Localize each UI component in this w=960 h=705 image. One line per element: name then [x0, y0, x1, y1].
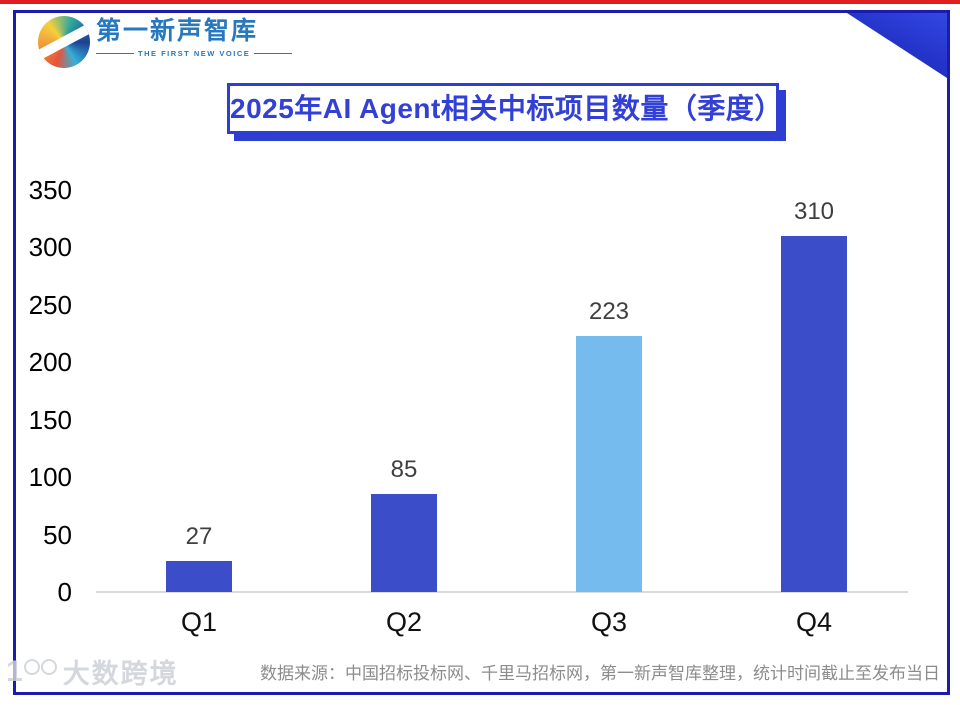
chart-title-box: 2025年AI Agent相关中标项目数量（季度） — [227, 83, 783, 134]
y-axis-tick-label: 300 — [28, 232, 72, 263]
brand-globe-icon — [38, 16, 90, 68]
y-axis-tick-label: 200 — [28, 347, 72, 378]
x-axis-category-label: Q2 — [385, 607, 423, 637]
x-axis-category-label: Q1 — [180, 607, 218, 637]
y-axis-tick-label: 100 — [28, 462, 72, 493]
tagline-dash-right — [254, 53, 293, 54]
y-axis-tick-label: 150 — [28, 404, 72, 435]
bar-value-label: 85 — [390, 456, 418, 483]
x-axis-category-label: Q4 — [795, 607, 833, 637]
watermark: 1 大数跨境 — [6, 652, 179, 691]
watermark-text: 大数跨境 — [62, 659, 179, 689]
y-axis-tick-label: 0 — [57, 577, 72, 607]
bar-q1 — [166, 561, 232, 592]
x-axis-category-label: Q3 — [590, 607, 628, 637]
watermark-logo-icon: 1 — [6, 654, 23, 688]
bar-q4 — [781, 236, 847, 592]
brand-logo: 第一新声智库 THE FIRST NEW VOICE — [38, 16, 293, 68]
brand-tagline: THE FIRST NEW VOICE — [96, 49, 293, 58]
bar-q3 — [576, 336, 642, 592]
brand-tagline-text: THE FIRST NEW VOICE — [138, 49, 251, 58]
x-axis-line — [96, 591, 908, 593]
bar-value-label: 27 — [185, 523, 213, 550]
brand-name: 第一新声智库 — [96, 17, 259, 45]
watermark-ring-icon — [40, 658, 57, 675]
watermark-ring-icon — [23, 658, 40, 675]
y-axis-tick-label: 250 — [28, 289, 72, 320]
bar-value-label: 223 — [588, 298, 630, 325]
bar-q2 — [371, 494, 437, 592]
chart-title: 2025年AI Agent相关中标项目数量（季度） — [230, 93, 783, 124]
tagline-dash-left — [96, 53, 134, 54]
bar-value-label: 310 — [793, 198, 835, 225]
top-red-accent-bar — [0, 0, 960, 4]
y-axis-tick-label: 50 — [43, 519, 72, 550]
data-source-note: 数据来源：中国招标投标网、千里马招标网，第一新声智库整理，统计时间截止至发布当日 — [260, 664, 940, 683]
y-axis-tick-label: 350 — [28, 175, 72, 205]
